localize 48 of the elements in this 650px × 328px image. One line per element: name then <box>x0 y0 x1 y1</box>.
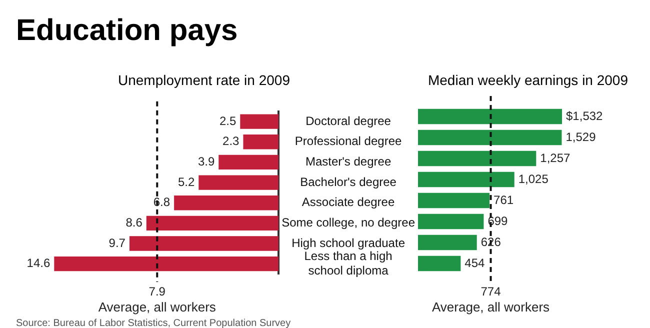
y-tick-label: Associate degree <box>302 195 395 210</box>
data-label: 1,025 <box>518 172 549 186</box>
chart-title: Median weekly earnings in 2009 <box>426 72 629 88</box>
bar <box>129 236 279 251</box>
data-label: 699 <box>488 214 508 228</box>
bar <box>418 150 536 166</box>
bar <box>218 154 279 170</box>
data-label: 761 <box>494 192 514 207</box>
bar <box>174 196 279 210</box>
data-label: 626 <box>480 234 502 249</box>
data-label: 1,529 <box>566 130 596 144</box>
data-label: 5.2 <box>178 174 195 189</box>
source-note: Source: Bureau of Labor Statistics, Current Population Survey <box>16 318 291 328</box>
bar <box>54 256 279 272</box>
chart-subtitle: Unemployment rate in 2009 <box>118 72 290 88</box>
y-tick-label: Less than a high school diploma <box>304 248 392 278</box>
bar <box>243 134 279 150</box>
bar <box>418 256 461 272</box>
bar <box>240 114 279 129</box>
data-label: 2.3 <box>222 134 240 148</box>
data-label: 3.9 <box>198 154 215 169</box>
y-tick-label: Bachelor's degree <box>300 174 397 189</box>
bar <box>418 214 484 230</box>
text: Average, all workers <box>98 300 216 315</box>
data-label: 9.7 <box>108 236 126 250</box>
bar <box>198 175 279 190</box>
y-tick-label: Master's degree <box>305 154 392 169</box>
ref-line-label: 774 <box>480 284 502 298</box>
data-label: 14.6 <box>26 256 50 270</box>
y-tick-label: High school graduate <box>292 236 406 250</box>
y-tick-label: Doctoral degree <box>306 114 392 128</box>
data-label: $1,532 <box>566 108 604 123</box>
ref-line-label: 7.9 <box>148 284 166 298</box>
data-label: 454 <box>464 256 486 270</box>
data-label: 6.8 <box>153 195 170 210</box>
data-label: 2.5 <box>219 114 236 128</box>
bar <box>418 192 490 208</box>
bar <box>418 172 514 188</box>
text: Average, all workers <box>432 300 550 315</box>
chart-title: Education pays <box>16 14 238 48</box>
bar <box>418 234 477 250</box>
data-label: 1,257 <box>540 150 571 165</box>
bar <box>418 108 562 124</box>
bar <box>146 216 279 231</box>
y-tick-label: Professional degree <box>294 134 402 148</box>
y-tick-label: Some college, no degree <box>282 216 416 230</box>
data-label: 8.6 <box>126 216 143 230</box>
bar <box>418 130 562 146</box>
